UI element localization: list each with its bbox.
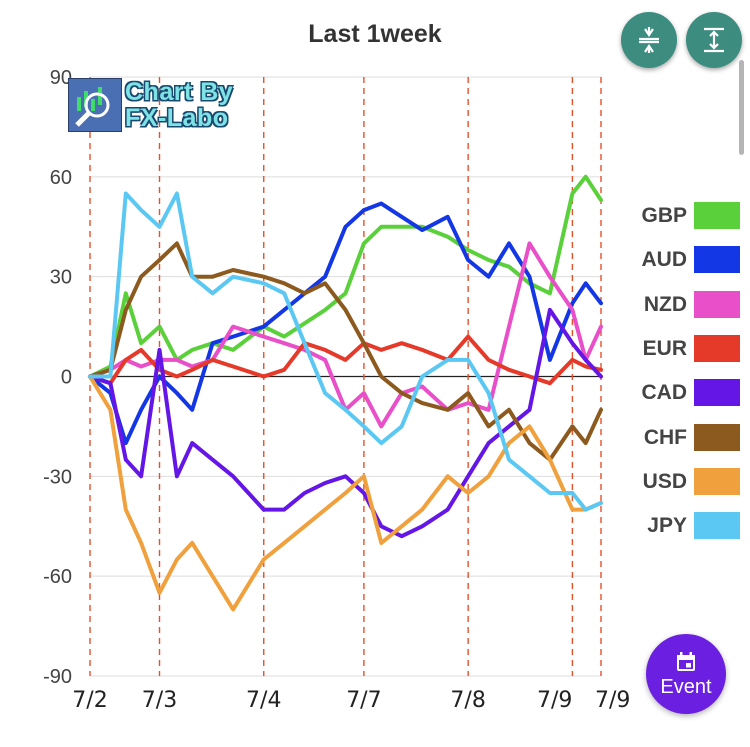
- y-tick-label: -60: [43, 566, 72, 588]
- legend-label: CHF: [643, 425, 687, 449]
- legend-swatch: [694, 246, 740, 274]
- date-label: 7/2: [72, 688, 107, 713]
- y-tick-label: -90: [43, 666, 72, 688]
- y-tick-label: 90: [50, 67, 72, 89]
- expand-vertical-button[interactable]: [686, 12, 742, 68]
- series-line-usd: [88, 374, 603, 612]
- date-label: 7/9: [595, 688, 630, 713]
- legend-swatch: [694, 423, 740, 451]
- legend-swatch: [694, 334, 740, 362]
- series-layer: [88, 174, 603, 612]
- legend-item-cad[interactable]: CAD: [610, 377, 745, 407]
- y-tick-label: 0: [61, 367, 72, 389]
- y-tick-label: 30: [50, 267, 72, 289]
- expand-vertical-icon: [704, 27, 724, 53]
- legend-label: CAD: [641, 381, 688, 405]
- compress-vertical-button[interactable]: [621, 12, 677, 68]
- compress-vertical-icon: [639, 27, 659, 53]
- legend-swatch: [694, 202, 740, 229]
- legend-item-chf[interactable]: CHF: [610, 422, 745, 452]
- legend-swatch: [694, 512, 740, 540]
- legend-swatch: [694, 467, 740, 495]
- date-label: 7/8: [450, 688, 485, 713]
- fx-labo-logo: Chart By FX-Labo: [68, 78, 260, 132]
- y-tick-label: -30: [43, 466, 72, 488]
- chart-title: Last 1week: [308, 20, 442, 48]
- series-line-chf: [88, 241, 603, 462]
- event-button[interactable]: Event: [646, 634, 726, 714]
- legend-item-usd[interactable]: USD: [610, 466, 745, 496]
- date-label: 7/4: [246, 688, 281, 713]
- y-tick-label: 60: [50, 167, 72, 189]
- date-label: 7/7: [346, 688, 381, 713]
- legend-item-nzd[interactable]: NZD: [610, 289, 745, 319]
- legend-label: GBP: [641, 204, 687, 227]
- legend-item-gbp[interactable]: GBP: [610, 200, 745, 230]
- legend-item-eur[interactable]: EUR: [610, 333, 745, 363]
- scrollbar-thumb[interactable]: [739, 60, 744, 155]
- legend-item-jpy[interactable]: JPY: [610, 510, 745, 540]
- date-label: 7/9: [537, 688, 572, 713]
- date-label: 7/3: [142, 688, 177, 713]
- axis-layer: 90 60 30 0 -30 -60 -907/2 7/3 7/4 7/7 7/8 7/9 7/9: [43, 67, 630, 713]
- series-line-jpy: [88, 191, 603, 512]
- calendar-icon: [677, 651, 695, 671]
- legend-label: JPY: [647, 514, 687, 538]
- legend-label: USD: [642, 469, 687, 493]
- legend-swatch: [694, 379, 740, 407]
- legend-label: NZD: [643, 292, 687, 316]
- logo-chart-magnifier-icon: [68, 78, 122, 132]
- legend-label: AUD: [641, 248, 688, 272]
- logo-text-line1: Chart By: [125, 78, 234, 106]
- series-line-cad: [88, 307, 603, 539]
- event-button-label: Event: [660, 675, 712, 698]
- series-line-eur: [88, 334, 603, 386]
- legend-label: EUR: [642, 336, 687, 360]
- logo-text-line2: FX-Labo: [125, 104, 229, 132]
- legend-item-aud[interactable]: AUD: [610, 244, 745, 274]
- legend-swatch: [694, 290, 740, 318]
